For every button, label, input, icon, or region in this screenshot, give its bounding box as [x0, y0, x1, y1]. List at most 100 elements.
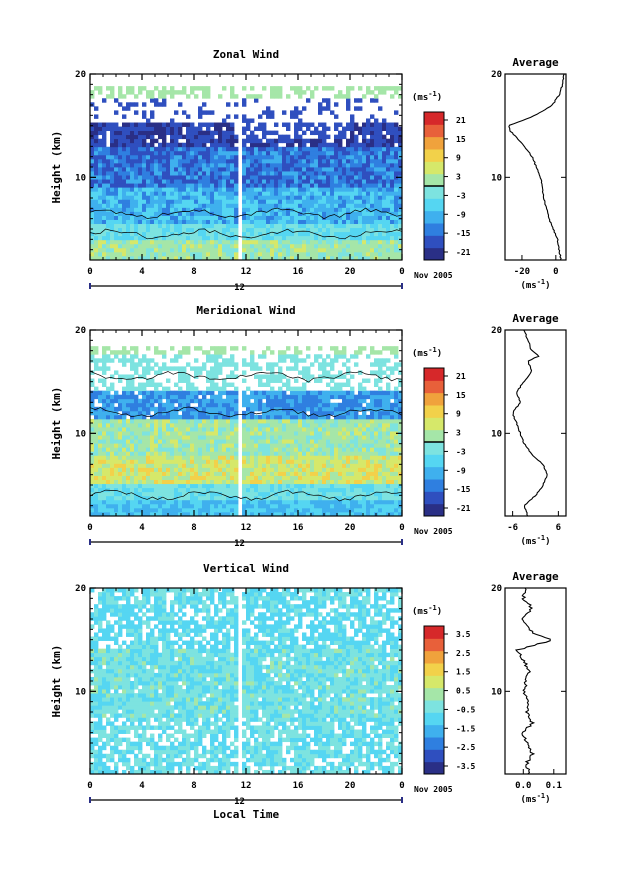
colorbar-band	[424, 210, 444, 224]
date-marker: 12	[234, 539, 245, 549]
colorbar-band	[424, 650, 444, 664]
average-x-tick-label: 0.0	[515, 781, 531, 791]
average-y-tick-label: 20	[491, 584, 502, 594]
colorbar-band	[424, 675, 444, 689]
colorbar-tick-label: 3	[456, 429, 461, 438]
average-x-tick-label: 0	[553, 267, 558, 277]
x-tick-label: 4	[139, 781, 145, 791]
colorbar-band	[424, 737, 444, 750]
colorbar-tick-label: -21	[456, 504, 471, 513]
x-tick-label: 0	[399, 267, 404, 277]
colorbar-band	[424, 466, 444, 480]
colorbar-tick-label: -9	[456, 466, 466, 475]
colorbar-unit: (ms-1)	[412, 346, 442, 359]
x-tick-label: 0	[87, 267, 92, 277]
contour-line	[89, 228, 403, 240]
average-panel: Average 20 10 -6 6 (ms-1)	[491, 312, 567, 547]
colorbar-band	[424, 626, 444, 639]
colorbar-band	[424, 392, 444, 406]
x-tick-label: 0	[399, 523, 404, 533]
y-tick-label: 10	[75, 429, 86, 439]
average-x-tick-label: -6	[507, 523, 518, 533]
colorbar-band	[424, 638, 444, 652]
contour-line	[89, 370, 403, 383]
colorbar-tick-label: 9	[456, 410, 461, 419]
x-tick-label: 12	[241, 267, 252, 277]
colorbar-tick-label: -3	[456, 447, 466, 456]
colorbar-band	[424, 417, 444, 431]
colorbar-band	[424, 136, 444, 150]
panel-2: Meridional Wind 20 10 Height (km) 0 4 8 12 16 20 0…	[50, 304, 567, 549]
contour-line	[89, 406, 403, 418]
y-axis-label: Height (km)	[50, 131, 63, 204]
colorbar-band	[424, 368, 444, 381]
y-axis-label: Height (km)	[50, 645, 63, 718]
heatmap	[90, 86, 403, 261]
average-unit: (ms-1)	[520, 278, 550, 291]
colorbar-tick-label: -0.5	[456, 705, 475, 714]
colorbar-tick-label: 21	[456, 116, 466, 125]
colorbar-band	[424, 149, 444, 162]
x-tick-label: 0	[87, 523, 92, 533]
colorbar-tick-label: 15	[456, 135, 466, 144]
colorbar-band	[424, 198, 444, 212]
average-y-tick-label: 10	[491, 429, 502, 439]
contour-line	[89, 489, 403, 502]
x-tick-label: 8	[191, 523, 196, 533]
colorbar-unit: (ms-1)	[412, 90, 442, 103]
y-tick-label: 10	[75, 173, 86, 183]
average-x-tick-label: 6	[556, 523, 561, 533]
colorbar-band	[424, 405, 444, 418]
colorbar-band	[424, 429, 444, 443]
colorbar-tick-label: -1.5	[456, 724, 475, 733]
colorbar-band	[424, 479, 444, 492]
average-panel: Average 20 10 0.0 0.1(ms-1)	[491, 570, 567, 805]
average-title: Average	[512, 312, 559, 325]
colorbar-band	[424, 223, 444, 236]
average-y-tick-label: 20	[491, 326, 502, 336]
colorbar-tick-label: -21	[456, 248, 471, 257]
colorbar: (ms-1) 21 15 9 3 -3 -9 -15 -21	[412, 346, 471, 517]
colorbar-tick-label: -3	[456, 191, 466, 200]
x-tick-label: 4	[139, 267, 145, 277]
average-profile-line	[514, 587, 551, 775]
average-title: Average	[512, 570, 559, 583]
date-label: Nov 2005	[414, 785, 453, 794]
x-tick-label: 0	[87, 781, 92, 791]
x-tick-label: 4	[139, 523, 145, 533]
colorbar-band	[424, 712, 444, 726]
colorbar-band	[424, 124, 444, 138]
colorbar-band	[424, 687, 444, 701]
colorbar-tick-label: -2.5	[456, 743, 475, 752]
average-x-tick-label: 0.1	[546, 781, 562, 791]
contour-line	[89, 207, 403, 220]
colorbar-band	[424, 247, 444, 261]
colorbar-band	[424, 173, 444, 187]
panel-title: Zonal Wind	[213, 48, 279, 61]
heatmap	[90, 588, 403, 775]
average-panel: Average 20 10 -20 0(ms-1)	[491, 56, 567, 291]
date-label: Nov 2005	[414, 271, 453, 280]
colorbar-tick-label: -9	[456, 210, 466, 219]
colorbar-tick-label: -3.5	[456, 762, 475, 771]
colorbar-band	[424, 235, 444, 249]
colorbar-tick-label: 0.5	[456, 687, 471, 696]
y-axis-label: Height (km)	[50, 387, 63, 460]
average-profile-line	[512, 329, 548, 517]
average-y-tick-label: 10	[491, 687, 502, 697]
average-unit: (ms-1)	[520, 792, 550, 805]
colorbar-unit: (ms-1)	[412, 604, 442, 617]
colorbar-tick-label: -15	[456, 485, 471, 494]
colorbar: (ms-1) 21 15 9 3 -3 -9 -15 -21	[412, 90, 471, 261]
colorbar-band	[424, 700, 444, 713]
x-tick-label: 16	[293, 267, 304, 277]
average-y-tick-label: 10	[491, 173, 502, 183]
colorbar-tick-label: 1.5	[456, 668, 471, 677]
x-tick-label: 16	[293, 523, 304, 533]
average-frame	[504, 587, 567, 775]
heatmap	[90, 346, 403, 517]
x-tick-label: 20	[345, 781, 356, 791]
colorbar-band	[424, 503, 444, 517]
y-tick-label: 20	[75, 584, 86, 594]
panel-3: Vertical Wind 20 10 Height (km) 0 4 8 12 16 20 0 12…	[50, 562, 567, 821]
